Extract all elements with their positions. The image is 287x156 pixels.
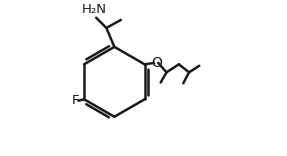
Text: F: F <box>72 94 79 107</box>
Text: O: O <box>151 56 162 70</box>
Text: H₂N: H₂N <box>82 2 107 16</box>
